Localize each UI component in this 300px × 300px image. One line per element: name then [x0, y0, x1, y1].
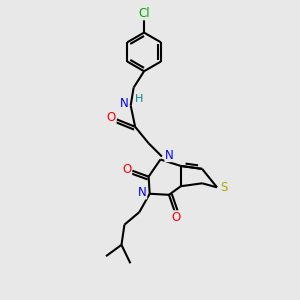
Text: N: N	[138, 186, 147, 199]
Text: N: N	[120, 98, 128, 110]
Text: O: O	[172, 211, 181, 224]
Text: N: N	[165, 148, 174, 162]
Text: O: O	[122, 163, 132, 176]
Text: S: S	[220, 181, 227, 194]
Text: Cl: Cl	[138, 7, 150, 20]
Text: H: H	[135, 94, 143, 104]
Text: O: O	[107, 111, 116, 124]
